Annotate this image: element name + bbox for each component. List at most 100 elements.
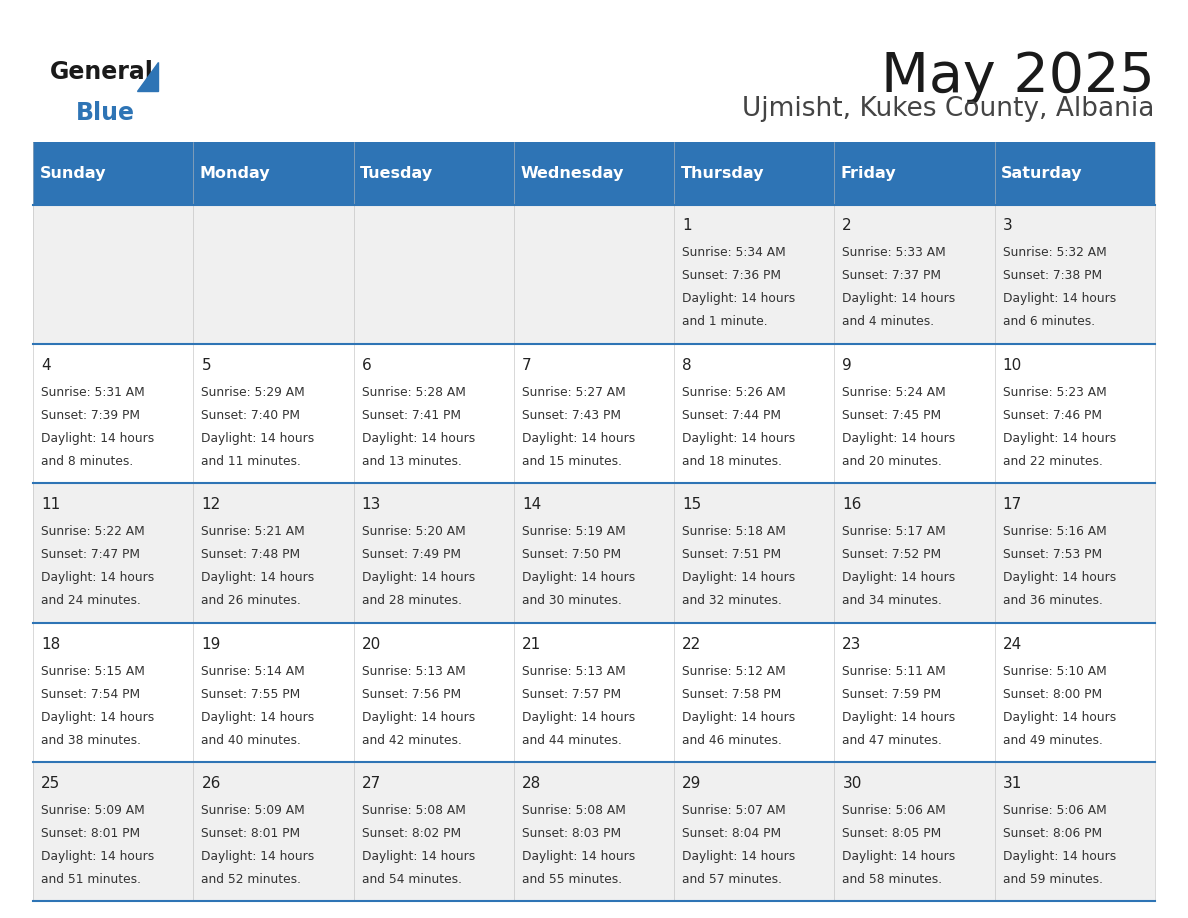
Text: Sunrise: 5:13 AM: Sunrise: 5:13 AM	[361, 665, 466, 677]
Text: Daylight: 14 hours: Daylight: 14 hours	[842, 711, 955, 723]
Text: and 24 minutes.: and 24 minutes.	[42, 594, 141, 607]
Text: 2: 2	[842, 218, 852, 233]
Text: and 28 minutes.: and 28 minutes.	[361, 594, 462, 607]
Text: Sunset: 8:01 PM: Sunset: 8:01 PM	[42, 827, 140, 840]
Text: Sunset: 7:53 PM: Sunset: 7:53 PM	[1003, 548, 1101, 561]
Text: Sunset: 7:46 PM: Sunset: 7:46 PM	[1003, 409, 1101, 421]
Text: Daylight: 14 hours: Daylight: 14 hours	[42, 711, 154, 723]
Bar	[33, 344, 1155, 483]
Text: Sunrise: 5:23 AM: Sunrise: 5:23 AM	[1003, 386, 1106, 398]
Text: Blue: Blue	[76, 101, 135, 125]
Text: Friday: Friday	[841, 166, 897, 181]
Text: and 26 minutes.: and 26 minutes.	[202, 594, 302, 607]
Text: Sunrise: 5:08 AM: Sunrise: 5:08 AM	[361, 804, 466, 817]
Text: Daylight: 14 hours: Daylight: 14 hours	[202, 571, 315, 584]
Text: Sunset: 7:48 PM: Sunset: 7:48 PM	[202, 548, 301, 561]
Text: and 57 minutes.: and 57 minutes.	[682, 873, 782, 886]
Text: Sunrise: 5:17 AM: Sunrise: 5:17 AM	[842, 525, 946, 538]
Text: 12: 12	[202, 498, 221, 512]
Text: Sunrise: 5:06 AM: Sunrise: 5:06 AM	[842, 804, 946, 817]
Text: Daylight: 14 hours: Daylight: 14 hours	[842, 850, 955, 863]
Text: Sunset: 7:59 PM: Sunset: 7:59 PM	[842, 688, 941, 700]
Text: Sunrise: 5:34 AM: Sunrise: 5:34 AM	[682, 246, 786, 260]
Text: and 1 minute.: and 1 minute.	[682, 316, 767, 329]
Text: Sunrise: 5:21 AM: Sunrise: 5:21 AM	[202, 525, 305, 538]
Text: May 2025: May 2025	[881, 50, 1155, 105]
Text: 30: 30	[842, 776, 861, 791]
Text: Daylight: 14 hours: Daylight: 14 hours	[202, 850, 315, 863]
Bar	[33, 622, 1155, 762]
Text: 26: 26	[202, 776, 221, 791]
Text: 19: 19	[202, 637, 221, 652]
Text: Sunset: 7:45 PM: Sunset: 7:45 PM	[842, 409, 941, 421]
Text: and 13 minutes.: and 13 minutes.	[361, 454, 462, 468]
Text: Sunset: 8:03 PM: Sunset: 8:03 PM	[522, 827, 621, 840]
Text: Sunrise: 5:07 AM: Sunrise: 5:07 AM	[682, 804, 786, 817]
Text: Sunset: 7:38 PM: Sunset: 7:38 PM	[1003, 269, 1101, 283]
Text: 23: 23	[842, 637, 861, 652]
Text: and 59 minutes.: and 59 minutes.	[1003, 873, 1102, 886]
Text: Sunset: 8:04 PM: Sunset: 8:04 PM	[682, 827, 782, 840]
Text: and 30 minutes.: and 30 minutes.	[522, 594, 621, 607]
Bar	[33, 205, 1155, 344]
Text: and 8 minutes.: and 8 minutes.	[42, 454, 133, 468]
Text: and 36 minutes.: and 36 minutes.	[1003, 594, 1102, 607]
Text: Daylight: 14 hours: Daylight: 14 hours	[361, 850, 475, 863]
Text: Daylight: 14 hours: Daylight: 14 hours	[1003, 571, 1116, 584]
Text: and 34 minutes.: and 34 minutes.	[842, 594, 942, 607]
Text: Sunrise: 5:28 AM: Sunrise: 5:28 AM	[361, 386, 466, 398]
Text: Daylight: 14 hours: Daylight: 14 hours	[842, 431, 955, 444]
Text: Sunrise: 5:14 AM: Sunrise: 5:14 AM	[202, 665, 305, 677]
Text: Sunrise: 5:27 AM: Sunrise: 5:27 AM	[522, 386, 626, 398]
Text: Daylight: 14 hours: Daylight: 14 hours	[522, 571, 636, 584]
Text: Daylight: 14 hours: Daylight: 14 hours	[202, 431, 315, 444]
Text: 5: 5	[202, 358, 211, 373]
Text: Sunrise: 5:13 AM: Sunrise: 5:13 AM	[522, 665, 626, 677]
Text: Sunrise: 5:29 AM: Sunrise: 5:29 AM	[202, 386, 305, 398]
Text: Tuesday: Tuesday	[360, 166, 434, 181]
Text: Sunrise: 5:32 AM: Sunrise: 5:32 AM	[1003, 246, 1106, 260]
Text: 9: 9	[842, 358, 852, 373]
Text: Sunset: 7:57 PM: Sunset: 7:57 PM	[522, 688, 621, 700]
Text: Sunrise: 5:10 AM: Sunrise: 5:10 AM	[1003, 665, 1106, 677]
Text: 31: 31	[1003, 776, 1022, 791]
Text: Daylight: 14 hours: Daylight: 14 hours	[361, 571, 475, 584]
Text: 24: 24	[1003, 637, 1022, 652]
Text: and 22 minutes.: and 22 minutes.	[1003, 454, 1102, 468]
Bar	[33, 483, 1155, 622]
Text: Sunset: 7:49 PM: Sunset: 7:49 PM	[361, 548, 461, 561]
Text: Sunrise: 5:16 AM: Sunrise: 5:16 AM	[1003, 525, 1106, 538]
Bar	[33, 142, 1155, 205]
Text: Sunrise: 5:09 AM: Sunrise: 5:09 AM	[42, 804, 145, 817]
Text: 29: 29	[682, 776, 701, 791]
Text: Thursday: Thursday	[681, 166, 764, 181]
Text: Sunrise: 5:11 AM: Sunrise: 5:11 AM	[842, 665, 946, 677]
Text: Sunrise: 5:31 AM: Sunrise: 5:31 AM	[42, 386, 145, 398]
Text: and 38 minutes.: and 38 minutes.	[42, 733, 141, 746]
Text: Daylight: 14 hours: Daylight: 14 hours	[1003, 711, 1116, 723]
Text: and 49 minutes.: and 49 minutes.	[1003, 733, 1102, 746]
Text: and 32 minutes.: and 32 minutes.	[682, 594, 782, 607]
Text: Sunset: 7:47 PM: Sunset: 7:47 PM	[42, 548, 140, 561]
Text: Sunset: 8:02 PM: Sunset: 8:02 PM	[361, 827, 461, 840]
Text: Daylight: 14 hours: Daylight: 14 hours	[682, 711, 795, 723]
Text: Daylight: 14 hours: Daylight: 14 hours	[42, 571, 154, 584]
Text: Sunset: 7:54 PM: Sunset: 7:54 PM	[42, 688, 140, 700]
Text: Daylight: 14 hours: Daylight: 14 hours	[682, 850, 795, 863]
Text: and 54 minutes.: and 54 minutes.	[361, 873, 462, 886]
Text: Wednesday: Wednesday	[520, 166, 624, 181]
Text: Ujmisht, Kukes County, Albania: Ujmisht, Kukes County, Albania	[742, 96, 1155, 122]
Text: Daylight: 14 hours: Daylight: 14 hours	[842, 571, 955, 584]
Text: Sunset: 8:06 PM: Sunset: 8:06 PM	[1003, 827, 1101, 840]
Text: 8: 8	[682, 358, 691, 373]
Text: Sunrise: 5:24 AM: Sunrise: 5:24 AM	[842, 386, 946, 398]
Text: 20: 20	[361, 637, 381, 652]
Bar	[33, 762, 1155, 901]
Text: Daylight: 14 hours: Daylight: 14 hours	[682, 571, 795, 584]
Text: Sunset: 7:39 PM: Sunset: 7:39 PM	[42, 409, 140, 421]
Text: and 51 minutes.: and 51 minutes.	[42, 873, 141, 886]
Text: and 40 minutes.: and 40 minutes.	[202, 733, 302, 746]
Text: Sunset: 7:41 PM: Sunset: 7:41 PM	[361, 409, 461, 421]
Text: Sunset: 7:55 PM: Sunset: 7:55 PM	[202, 688, 301, 700]
Text: Sunset: 7:44 PM: Sunset: 7:44 PM	[682, 409, 782, 421]
